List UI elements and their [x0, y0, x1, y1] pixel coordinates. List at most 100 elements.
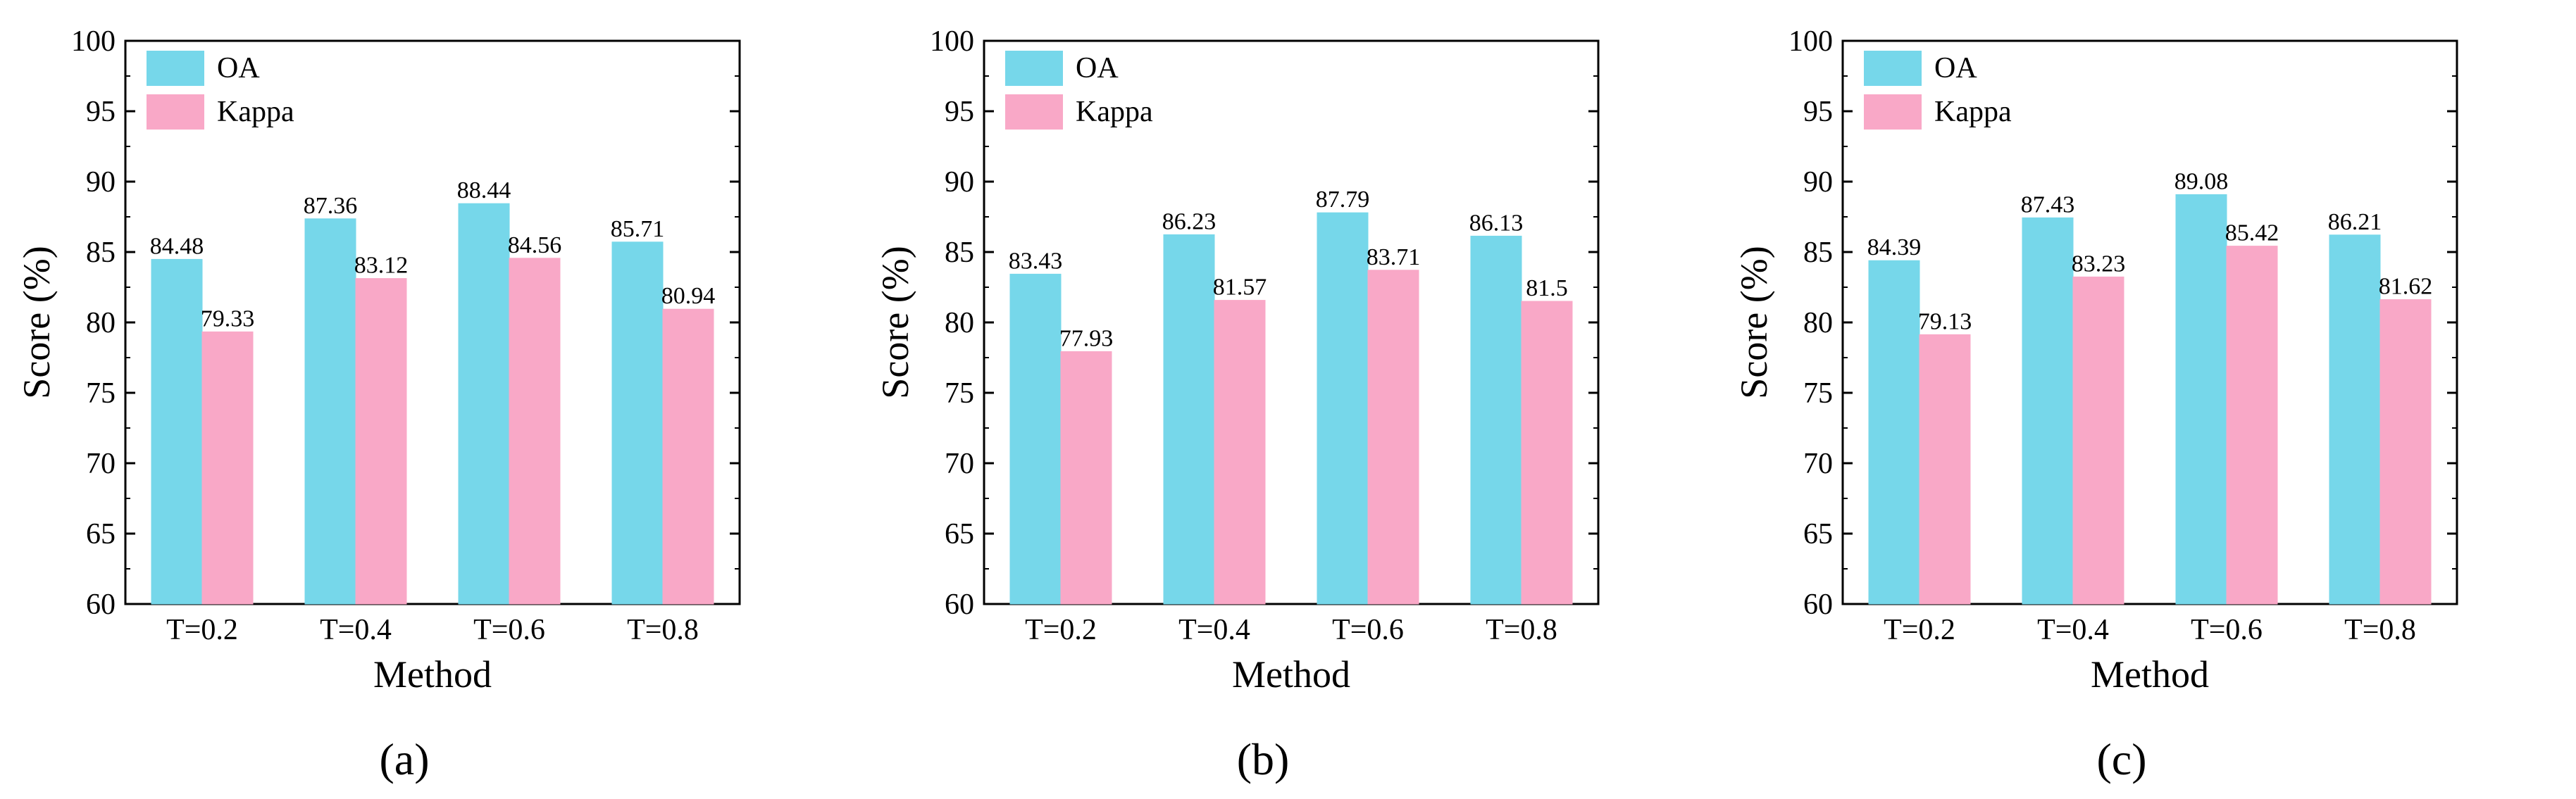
x-axis-title: Method	[2091, 653, 2209, 696]
legend-label-oa: OA	[1934, 52, 1977, 84]
legend-label-kappa: Kappa	[217, 96, 294, 128]
legend-label-kappa: Kappa	[1076, 96, 1153, 128]
data-label-oa: 87.36	[304, 193, 358, 219]
bar-kappa	[1214, 300, 1266, 605]
data-label-oa: 87.43	[2021, 191, 2075, 218]
data-label-kappa: 77.93	[1059, 325, 1114, 351]
bar-oa	[1470, 235, 1522, 605]
y-tick-label: 95	[86, 96, 116, 128]
x-tick-label: T=0.8	[627, 614, 699, 646]
bar-oa	[1317, 212, 1369, 605]
bar-kappa	[1367, 270, 1419, 605]
x-tick-label: T=0.6	[2191, 614, 2263, 646]
bar-kappa	[1060, 351, 1112, 605]
y-tick-label: 70	[945, 448, 974, 480]
y-tick-label: 85	[86, 237, 116, 269]
data-label-kappa: 79.13	[1918, 308, 1972, 334]
data-label-oa: 84.39	[1867, 234, 1922, 260]
legend-swatch-oa	[1005, 51, 1063, 86]
panel-caption: (b)	[1237, 734, 1290, 784]
chart-panel-3: 60 65 70 75 80 85 90 95 100 T=0.2 84.39 79.13 T=0.4 8…	[1733, 25, 2458, 784]
x-axis-title: Method	[1232, 653, 1350, 696]
y-tick-label: 80	[1803, 307, 1833, 339]
y-tick-label: 70	[1803, 448, 1833, 480]
bar-kappa	[2226, 246, 2278, 605]
y-tick-label: 60	[945, 589, 974, 621]
y-tick-label: 100	[1788, 25, 1833, 58]
data-label-kappa: 83.12	[354, 253, 409, 279]
y-axis-title: Score (%)	[874, 246, 916, 398]
y-tick-label: 85	[1803, 237, 1833, 269]
data-label-oa: 86.23	[1162, 208, 1217, 234]
y-tick-label: 75	[1803, 377, 1833, 410]
y-tick-label: 80	[86, 307, 116, 339]
legend-swatch-oa	[1864, 51, 1922, 86]
y-tick-label: 100	[930, 25, 974, 58]
y-tick-label: 90	[86, 166, 116, 199]
bar-kappa	[2379, 299, 2432, 605]
bar-kappa	[1919, 334, 1971, 605]
y-axis-title: Score (%)	[1733, 246, 1775, 398]
data-label-kappa: 81.57	[1213, 275, 1267, 301]
data-label-oa: 86.13	[1469, 210, 1524, 236]
y-tick-label: 80	[945, 307, 974, 339]
y-tick-label: 65	[1803, 518, 1833, 551]
data-label-kappa: 83.71	[1367, 244, 1421, 270]
y-tick-label: 95	[945, 96, 974, 128]
bar-oa	[1868, 260, 1920, 605]
x-tick-label: T=0.4	[1178, 614, 1250, 646]
data-label-oa: 83.43	[1009, 248, 1063, 274]
bar-oa	[1009, 273, 1062, 605]
data-label-oa: 86.21	[2328, 209, 2382, 235]
y-tick-label: 65	[86, 518, 116, 551]
legend-label-kappa: Kappa	[1934, 96, 2012, 128]
legend-swatch-kappa	[1005, 94, 1063, 130]
y-axis-title: Score (%)	[15, 246, 58, 398]
data-label-oa: 89.08	[2174, 168, 2229, 194]
y-tick-label: 75	[86, 377, 116, 410]
x-tick-label: T=0.6	[473, 614, 545, 646]
legend-swatch-oa	[147, 51, 204, 86]
bar-oa	[611, 241, 664, 605]
data-label-kappa: 81.5	[1526, 275, 1568, 301]
bar-kappa	[662, 308, 714, 605]
y-tick-label: 100	[71, 25, 116, 58]
y-tick-label: 90	[1803, 166, 1833, 199]
panel-caption: (c)	[2096, 734, 2146, 784]
data-label-kappa: 81.62	[2379, 274, 2433, 300]
x-axis-title: Method	[373, 653, 492, 696]
bar-oa	[1163, 234, 1215, 605]
chart-panel-2: 60 65 70 75 80 85 90 95 100 T=0.2 83.43 77.93 T=0.4 8…	[874, 25, 1600, 784]
chart-panel-1: 60 65 70 75 80 85 90 95 100 T=0.2 84.48 79.33 T=0.4 8…	[15, 25, 741, 784]
bar-kappa	[201, 331, 254, 605]
x-tick-label: T=0.4	[320, 614, 392, 646]
bar-kappa	[1521, 301, 1573, 605]
legend-swatch-kappa	[147, 94, 204, 130]
data-label-kappa: 85.42	[2225, 220, 2279, 246]
x-tick-label: T=0.2	[1884, 614, 1955, 646]
y-tick-label: 60	[86, 589, 116, 621]
bar-oa	[2022, 217, 2074, 605]
y-tick-label: 95	[1803, 96, 1833, 128]
legend-swatch-kappa	[1864, 94, 1922, 130]
x-tick-label: T=0.4	[2037, 614, 2109, 646]
data-label-kappa: 80.94	[661, 283, 716, 309]
bar-kappa	[355, 278, 407, 605]
panel-caption: (a)	[379, 734, 429, 784]
bar-oa	[458, 203, 510, 605]
y-tick-label: 90	[945, 166, 974, 199]
data-label-kappa: 79.33	[201, 306, 255, 332]
legend-label-oa: OA	[1076, 52, 1119, 84]
data-label-oa: 88.44	[457, 177, 511, 203]
y-tick-label: 60	[1803, 589, 1833, 621]
bar-oa	[2329, 234, 2381, 605]
y-tick-label: 70	[86, 448, 116, 480]
data-label-oa: 84.48	[150, 233, 204, 259]
x-tick-label: T=0.2	[1025, 614, 1097, 646]
x-tick-label: T=0.2	[166, 614, 238, 646]
bar-oa	[151, 258, 203, 605]
data-label-oa: 87.79	[1316, 187, 1370, 213]
y-tick-label: 65	[945, 518, 974, 551]
bar-oa	[2175, 194, 2227, 605]
